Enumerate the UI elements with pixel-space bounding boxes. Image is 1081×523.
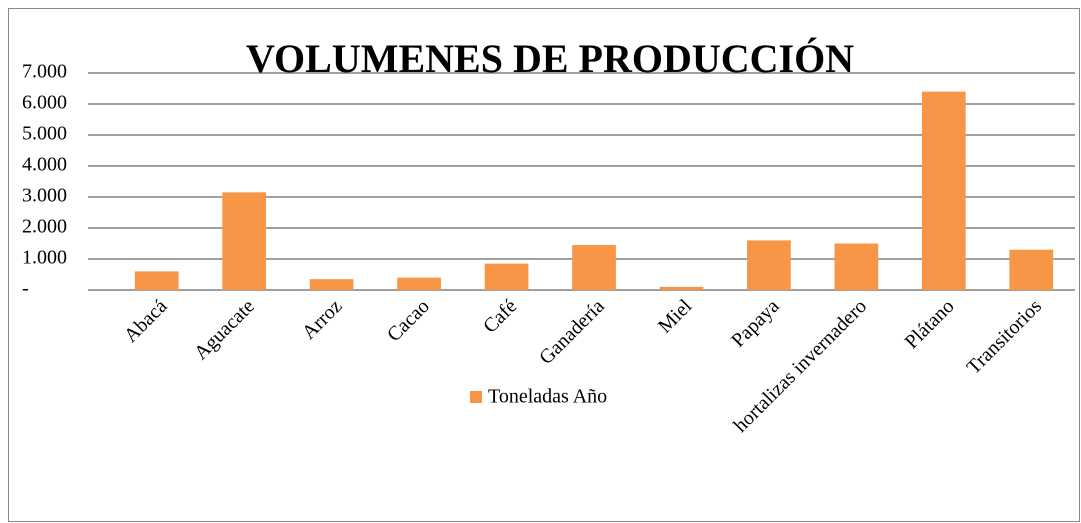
y-tick-label: 5.000: [22, 123, 67, 145]
bar: [659, 286, 704, 290]
y-tick-label: 2.000: [22, 216, 67, 238]
chart-border: [8, 8, 1080, 522]
bar: [747, 240, 791, 290]
legend-swatch: [470, 391, 482, 403]
y-tick-label: 7.000: [22, 61, 67, 83]
y-tick-label: 1.000: [22, 247, 67, 269]
legend-label: Toneladas Año: [488, 386, 607, 408]
y-tick-label: 6.000: [22, 92, 67, 114]
bar: [397, 277, 441, 290]
bar: [222, 192, 267, 290]
bar: [834, 243, 879, 290]
bar: [1009, 249, 1054, 290]
bar: [484, 263, 529, 290]
bar: [309, 279, 354, 290]
bar: [572, 245, 616, 290]
y-tick-label: 4.000: [22, 154, 67, 176]
chart-title: VOLUMENES DE PRODUCCIÓN: [246, 36, 854, 81]
y-tick-label: -: [22, 278, 29, 300]
bar: [921, 91, 966, 290]
bar: [134, 271, 179, 290]
y-tick-label: 3.000: [22, 185, 67, 207]
